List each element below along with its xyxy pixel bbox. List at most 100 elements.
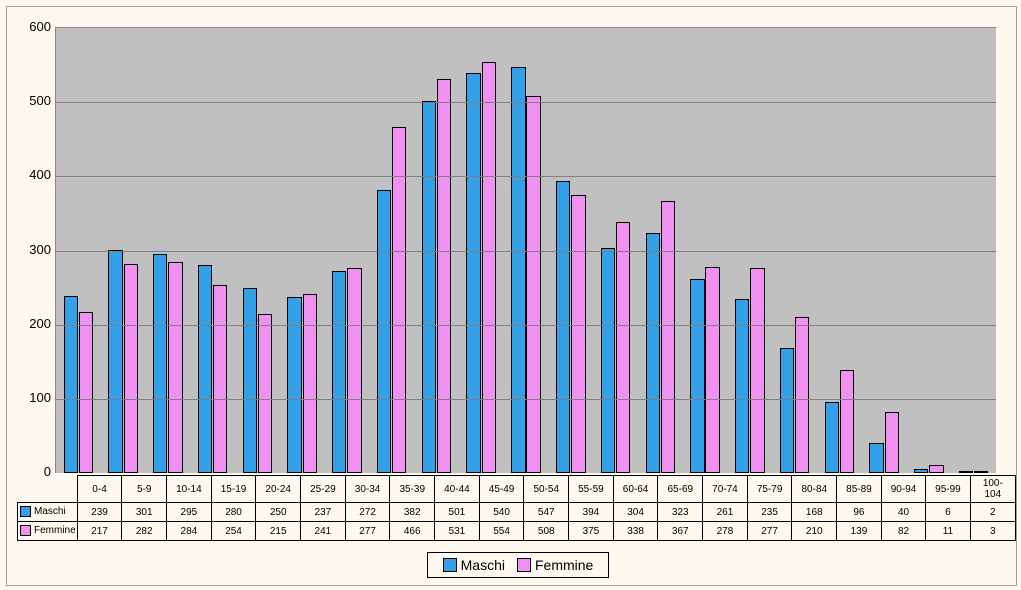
table-category-header: 30-34 [345,476,390,503]
bar-maschi [422,101,436,473]
table-cell: 210 [792,522,837,541]
legend: Maschi Femmine [427,552,609,578]
table-cell: 531 [435,522,480,541]
table-category-header: 50-54 [524,476,569,503]
y-tick-label: 300 [11,242,51,257]
table-category-header: 0-4 [77,476,122,503]
bar-femmine [840,370,854,473]
bar-femmine [392,127,406,473]
table-category-header: 55-59 [569,476,614,503]
bar-femmine [929,465,943,473]
table-category-header: 20-24 [256,476,301,503]
table-cell: 277 [747,522,792,541]
bar-maschi [690,279,704,473]
table-cell: 237 [301,503,346,522]
bar-femmine [303,294,317,473]
bar-maschi [825,402,839,473]
bar-maschi [869,443,883,473]
bar-maschi [377,190,391,473]
table-row-label: Maschi [34,507,66,518]
legend-swatch-femmine [517,558,531,572]
bar-maschi [466,73,480,474]
table-cell: 278 [703,522,748,541]
table-row-header: Femmine [18,522,78,541]
table-cell: 215 [256,522,301,541]
bar-femmine [347,268,361,473]
bar-maschi [243,288,257,473]
table-cell: 217 [77,522,122,541]
table-category-header: 25-29 [301,476,346,503]
bar-femmine [482,62,496,473]
table-category-header: 45-49 [479,476,524,503]
bar-femmine [168,262,182,473]
table-cell: 6 [926,503,970,522]
table-cell: 375 [569,522,614,541]
bar-maschi [108,250,122,473]
legend-label-femmine: Femmine [535,557,593,573]
table-cell: 284 [167,522,212,541]
table-cell: 272 [345,503,390,522]
table-cell: 2 [970,503,1015,522]
table-cell: 277 [345,522,390,541]
gridline [56,325,996,326]
table-cell: 280 [211,503,256,522]
table-cell: 367 [658,522,703,541]
table-cell: 282 [122,522,167,541]
table-category-header: 95-99 [926,476,970,503]
table-cell: 11 [926,522,970,541]
table-cell: 40 [881,503,925,522]
table-category-header: 75-79 [747,476,792,503]
bar-femmine [974,471,988,473]
bar-femmine [661,201,675,473]
table-row-header: Maschi [18,503,78,522]
gridline [56,102,996,103]
data-table: 0-45-910-1415-1920-2425-2930-3435-3940-4… [17,475,1016,541]
bar-maschi [556,181,570,473]
bar-maschi [287,297,301,473]
bar-maschi [601,248,615,473]
table-category-header: 40-44 [435,476,480,503]
bar-maschi [332,271,346,473]
table-row-label: Femmine [34,526,76,537]
chart-container: 0100200300400500600 0-45-910-1415-1920-2… [6,6,1017,586]
gridline [56,251,996,252]
bar-femmine [213,285,227,473]
bar-maschi [959,471,973,473]
table-category-header: 65-69 [658,476,703,503]
y-tick-label: 100 [11,390,51,405]
gridline [56,176,996,177]
table-category-header: 60-64 [613,476,658,503]
table-category-header: 80-84 [792,476,837,503]
table-cell: 295 [167,503,212,522]
table-category-header: 90-94 [881,476,925,503]
legend-label-maschi: Maschi [461,557,505,573]
table-cell: 168 [792,503,837,522]
legend-entry-femmine[interactable]: Femmine [517,557,593,573]
table-category-header: 10-14 [167,476,212,503]
table-row-swatch [20,506,31,517]
table-category-header: 35-39 [390,476,435,503]
bar-femmine [705,267,719,473]
bar-femmine [526,96,540,473]
table-cell: 394 [569,503,614,522]
table-cell: 3 [970,522,1015,541]
gridline [56,399,996,400]
bar-femmine [616,222,630,473]
table-corner [18,476,78,503]
legend-entry-maschi[interactable]: Maschi [443,557,505,573]
table-category-header: 100-104 [970,476,1015,503]
bar-femmine [437,79,451,473]
table-cell: 304 [613,503,658,522]
table-cell: 540 [479,503,524,522]
table-category-header: 85-89 [837,476,882,503]
table-cell: 501 [435,503,480,522]
bar-femmine [795,317,809,473]
y-tick-label: 500 [11,93,51,108]
table-cell: 96 [837,503,882,522]
bar-maschi [914,469,928,473]
table-category-header: 70-74 [703,476,748,503]
table-cell: 338 [613,522,658,541]
table-category-header: 5-9 [122,476,167,503]
table-cell: 239 [77,503,122,522]
table-cell: 241 [301,522,346,541]
